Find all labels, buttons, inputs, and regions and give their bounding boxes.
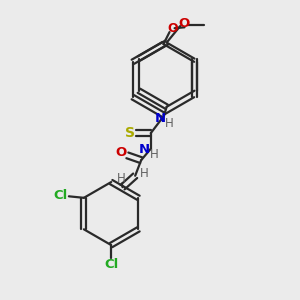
Text: S: S — [125, 126, 135, 140]
Text: H: H — [140, 167, 148, 180]
Text: H: H — [149, 148, 158, 161]
Text: N: N — [139, 143, 150, 157]
Text: N: N — [155, 112, 166, 125]
Text: Cl: Cl — [54, 189, 68, 202]
Text: Cl: Cl — [104, 258, 118, 271]
Text: O: O — [178, 17, 189, 30]
Text: O: O — [115, 146, 126, 159]
Text: H: H — [117, 172, 125, 185]
Text: H: H — [164, 117, 173, 130]
Text: O: O — [167, 22, 178, 35]
